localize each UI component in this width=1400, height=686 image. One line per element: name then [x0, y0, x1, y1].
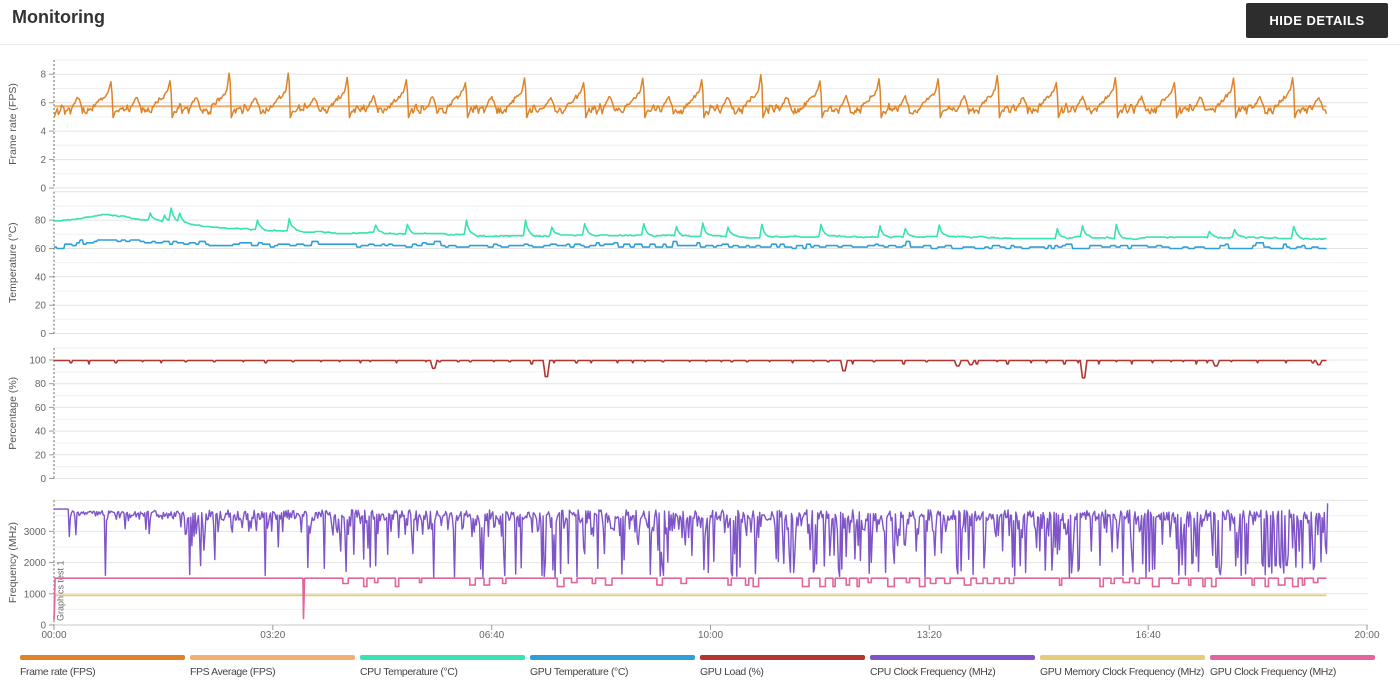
- svg-text:40: 40: [35, 272, 47, 283]
- svg-text:13:20: 13:20: [917, 630, 942, 641]
- svg-text:0: 0: [40, 329, 46, 340]
- svg-text:4: 4: [40, 127, 46, 138]
- svg-text:1000: 1000: [24, 589, 47, 600]
- svg-text:80: 80: [35, 216, 47, 227]
- svg-text:Frequency (MHz): Frequency (MHz): [7, 522, 19, 603]
- svg-text:20: 20: [35, 450, 47, 461]
- svg-text:Percentage (%): Percentage (%): [7, 377, 19, 450]
- svg-text:2: 2: [40, 155, 46, 166]
- svg-text:40: 40: [35, 427, 47, 438]
- svg-text:16:40: 16:40: [1136, 630, 1161, 641]
- svg-text:Temperature (°C): Temperature (°C): [7, 222, 19, 303]
- svg-text:06:40: 06:40: [479, 630, 504, 641]
- svg-text:80: 80: [35, 379, 47, 390]
- svg-text:8: 8: [40, 70, 46, 81]
- svg-text:3000: 3000: [24, 527, 47, 538]
- svg-text:10:00: 10:00: [698, 630, 723, 641]
- svg-text:2000: 2000: [24, 558, 47, 569]
- svg-text:0: 0: [40, 621, 46, 632]
- svg-text:20:00: 20:00: [1354, 630, 1379, 641]
- svg-text:20: 20: [35, 301, 47, 312]
- svg-text:Graphics test 1: Graphics test 1: [56, 560, 66, 621]
- svg-text:0: 0: [40, 184, 46, 195]
- svg-text:0: 0: [40, 474, 46, 485]
- svg-text:03:20: 03:20: [260, 630, 285, 641]
- svg-text:100: 100: [29, 356, 46, 367]
- svg-text:60: 60: [35, 403, 47, 414]
- svg-text:00:00: 00:00: [41, 630, 66, 641]
- svg-text:Frame rate (FPS): Frame rate (FPS): [7, 83, 19, 165]
- svg-text:60: 60: [35, 244, 47, 255]
- svg-text:6: 6: [40, 98, 46, 109]
